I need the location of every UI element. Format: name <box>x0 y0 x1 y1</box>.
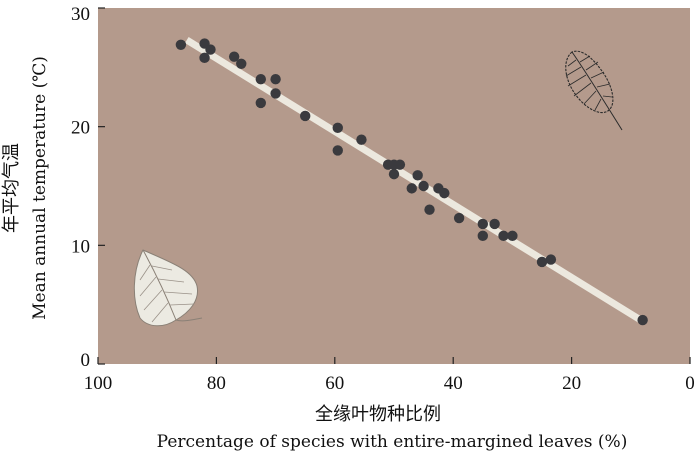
data-point-13 <box>356 134 367 145</box>
data-point-4 <box>228 51 240 62</box>
data-point-24 <box>453 212 465 224</box>
data-point-11 <box>332 122 343 134</box>
data-point-23 <box>424 204 435 215</box>
data-point-9 <box>255 97 266 109</box>
data-point-6 <box>255 74 266 85</box>
data-points <box>175 38 648 326</box>
x-axis-label-chinese: 全缘叶物种比例 <box>315 404 441 425</box>
y-tick-label-10: 10 <box>71 236 90 257</box>
data-point-27 <box>477 230 488 242</box>
y-tick-label-30: 30 <box>71 4 90 25</box>
x-axis-ticks: 100 80 60 40 20 0 <box>84 357 695 394</box>
x-tick-label-40: 40 <box>444 373 463 394</box>
x-tick-label-60: 60 <box>325 373 344 394</box>
data-point-28 <box>498 230 509 242</box>
x-tick-label-20: 20 <box>562 373 581 394</box>
data-point-20 <box>418 180 429 192</box>
plot-background <box>98 8 690 364</box>
y-axis-label-english: Mean annual temperature (℃) <box>30 56 50 320</box>
data-point-18 <box>406 183 417 194</box>
data-point-0 <box>175 39 187 50</box>
x-tick-label-100: 100 <box>84 373 113 394</box>
x-tick-label-80: 80 <box>207 373 226 394</box>
data-point-29 <box>507 230 518 242</box>
data-point-31 <box>545 254 557 265</box>
data-point-8 <box>270 88 281 99</box>
toothed-leaf-illustration <box>565 50 623 131</box>
data-point-22 <box>439 187 450 199</box>
x-axis-label-english: Percentage of species with entire-margin… <box>157 432 628 452</box>
data-point-7 <box>270 74 281 85</box>
x-tick-label-0: 0 <box>685 373 695 394</box>
data-point-10 <box>300 110 311 122</box>
data-point-17 <box>388 168 400 180</box>
data-point-2 <box>205 44 216 55</box>
entire-leaf-illustration <box>133 249 203 327</box>
data-point-19 <box>412 170 423 181</box>
y-tick-label-0: 0 <box>81 350 91 371</box>
y-axis-label-chinese: 年平均气温 <box>1 143 22 233</box>
data-point-12 <box>332 145 343 156</box>
y-tick-label-20: 20 <box>71 118 90 139</box>
data-point-3 <box>199 52 210 64</box>
data-point-26 <box>489 218 500 230</box>
data-point-25 <box>477 218 488 230</box>
data-point-16 <box>394 159 406 170</box>
data-point-30 <box>536 256 548 268</box>
trend-line <box>184 37 645 325</box>
data-point-5 <box>236 58 247 69</box>
y-axis-ticks: 0 10 20 30 <box>71 4 105 371</box>
data-point-32 <box>637 314 648 326</box>
